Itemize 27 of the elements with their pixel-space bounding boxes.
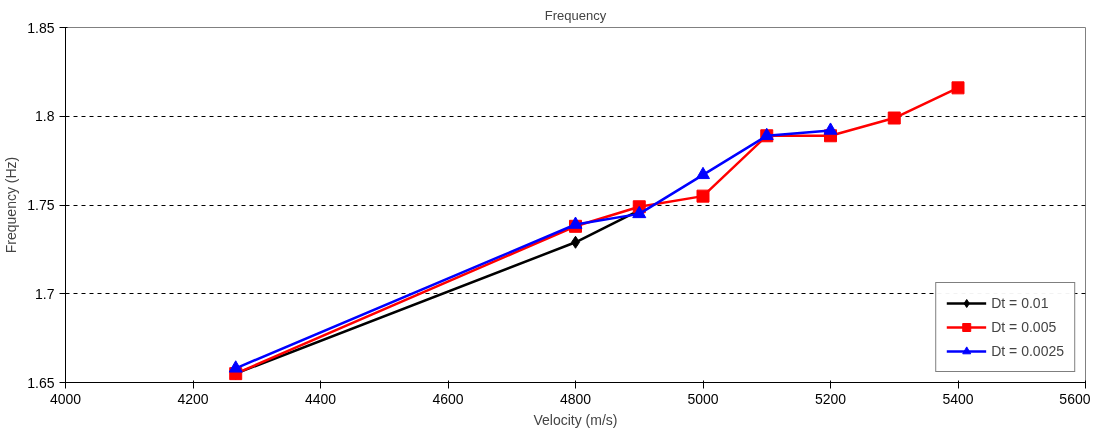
x-tick-label: 4000 bbox=[49, 390, 82, 407]
point bbox=[951, 81, 965, 95]
x-axis-title: Velocity (m/s) bbox=[533, 411, 618, 428]
legend-label: Dt = 0.0025 bbox=[991, 343, 1064, 359]
y-tick-label: 1.85 bbox=[27, 19, 55, 36]
x-tick-label: 4400 bbox=[304, 390, 337, 407]
x-tick-label: 5400 bbox=[942, 390, 974, 407]
chart-title: Frequency bbox=[544, 7, 607, 23]
legend-label: Dt = 0.005 bbox=[991, 319, 1057, 335]
point bbox=[823, 122, 838, 135]
legend-label: Dt = 0.01 bbox=[991, 295, 1049, 311]
point bbox=[568, 216, 583, 229]
y-tick-label: 1.65 bbox=[27, 374, 55, 391]
point bbox=[696, 166, 710, 180]
y-tick-label: 1.7 bbox=[35, 285, 55, 302]
y-tick-label: 1.8 bbox=[35, 108, 55, 125]
x-tick-label: 5000 bbox=[687, 390, 719, 407]
x-tick-label: 4200 bbox=[177, 390, 209, 407]
y-axis-title: Frequency (Hz) bbox=[3, 156, 20, 254]
x-tick-label: 5200 bbox=[814, 390, 847, 407]
point bbox=[228, 360, 243, 373]
point bbox=[887, 111, 901, 125]
y-tick-label: 1.75 bbox=[27, 197, 55, 213]
point bbox=[696, 189, 710, 203]
x-tick-label: 5600 bbox=[1059, 390, 1091, 407]
x-tick-label: 4800 bbox=[559, 390, 592, 407]
x-tick-label: 4600 bbox=[432, 390, 464, 407]
